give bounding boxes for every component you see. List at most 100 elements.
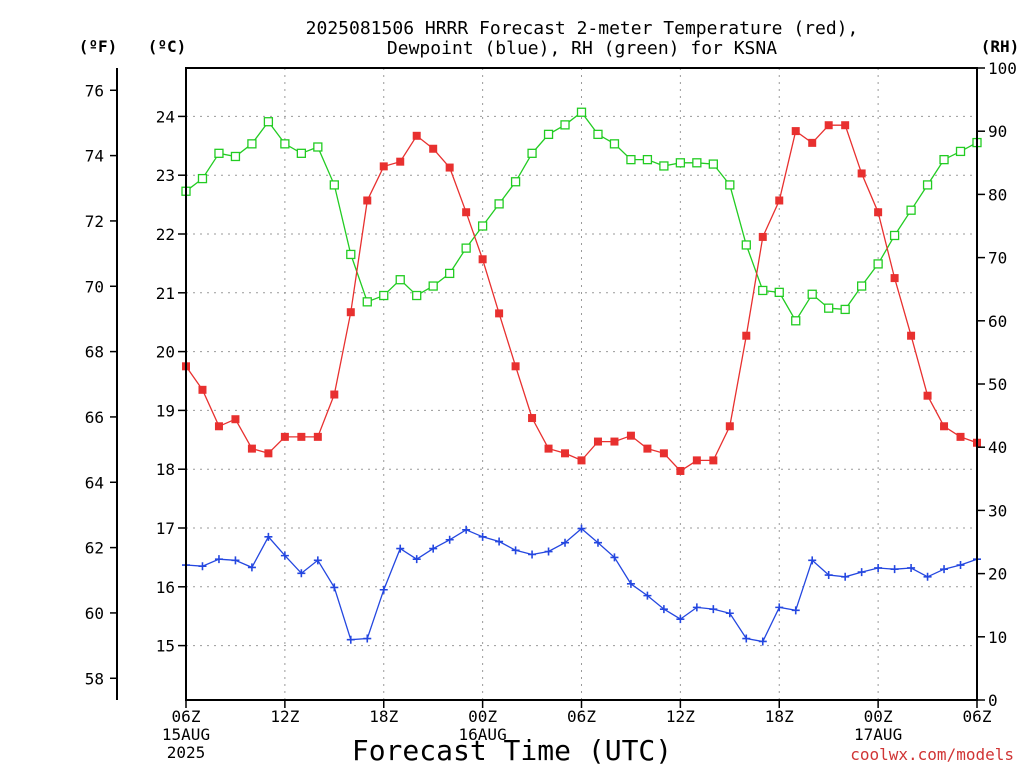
temperature-point <box>841 121 850 130</box>
dewpoint-point <box>511 546 520 555</box>
rh-point <box>725 180 735 190</box>
x-tick-label: 06Z <box>172 707 201 726</box>
rh-point <box>708 159 718 169</box>
dewpoint-point <box>610 553 619 562</box>
rh-point <box>939 154 949 165</box>
temperature-point <box>478 255 487 264</box>
temperature-point <box>890 274 899 283</box>
rh-point <box>856 281 867 291</box>
rh-tick-label: 0 <box>988 691 998 710</box>
rh-point <box>741 240 751 250</box>
x-tick-label: 18Z <box>369 707 398 726</box>
temperature-series <box>182 121 981 475</box>
temperature-point <box>379 162 388 171</box>
dewpoint-point <box>495 537 504 546</box>
temperature-point <box>610 437 619 446</box>
rh-point <box>642 154 653 165</box>
rh-point <box>395 275 405 285</box>
rh-point <box>197 173 208 184</box>
temperature-point <box>330 390 339 399</box>
rh-unit-label: (RH) <box>981 37 1020 56</box>
dewpoint-point <box>808 556 817 565</box>
rh-point <box>527 148 537 158</box>
dewpoint-point <box>643 591 652 600</box>
rh-tick-label: 90 <box>988 122 1007 141</box>
temperature-point <box>264 449 273 458</box>
fahrenheit-tick-label: 68 <box>85 343 104 362</box>
dewpoint-point <box>363 634 372 643</box>
temperature-point <box>907 331 916 340</box>
dewpoint-point <box>198 562 207 571</box>
celsius-tick-label: 20 <box>156 343 175 362</box>
dewpoint-point <box>247 563 256 572</box>
fahrenheit-tick-label: 64 <box>85 473 104 492</box>
rh-point <box>889 230 900 241</box>
temperature-point <box>297 432 306 441</box>
temperature-point <box>692 456 701 465</box>
temperature-point <box>808 138 817 147</box>
temperature-point <box>561 449 570 458</box>
dewpoint-point <box>346 635 355 644</box>
x-axis-title: Forecast Time (UTC) <box>352 734 672 767</box>
dewpoint-point <box>280 551 289 560</box>
temperature-point <box>462 208 471 217</box>
temperature-point <box>247 444 256 453</box>
rh-point <box>494 199 504 209</box>
dewpoint-point <box>940 565 949 574</box>
rh-point <box>840 304 850 315</box>
temperature-point <box>346 308 355 317</box>
fahrenheit-tick-label: 70 <box>85 277 104 296</box>
temperature-point <box>313 432 322 441</box>
dewpoint-point <box>742 634 751 643</box>
dewpoint-point <box>874 563 883 572</box>
rh-point <box>296 148 307 158</box>
celsius-tick-label: 19 <box>156 401 175 420</box>
temperature-point <box>643 444 652 453</box>
rh-point <box>477 221 488 231</box>
rh-point <box>576 107 587 117</box>
dewpoint-point <box>725 609 734 618</box>
temperature-point <box>725 422 734 431</box>
rh-tick-label: 80 <box>988 185 1007 204</box>
rh-point <box>428 281 438 291</box>
fahrenheit-tick-label: 66 <box>85 408 104 427</box>
rh-point <box>510 177 521 187</box>
temperature-point <box>363 196 372 205</box>
x-tick-label: 18Z <box>765 707 794 726</box>
temperature-point <box>709 456 718 465</box>
grid <box>186 68 977 700</box>
fahrenheit-tick-label: 58 <box>85 669 104 688</box>
dewpoint-point <box>577 524 586 533</box>
rh-tick-label: 10 <box>988 628 1007 647</box>
rh-point <box>626 154 636 165</box>
dewpoint-point <box>907 563 916 572</box>
dewpoint-point <box>956 561 965 570</box>
fahrenheit-tick-label: 74 <box>85 147 104 166</box>
rh-point <box>230 151 241 162</box>
temperature-point <box>429 144 438 153</box>
temperature-point <box>577 456 586 465</box>
rh-point <box>774 287 784 298</box>
temperature-point <box>742 331 751 340</box>
temperature-point <box>956 432 965 441</box>
chart-title-line-2: Dewpoint (blue), RH (green) for KSNA <box>387 38 777 59</box>
temperature-point <box>758 232 767 241</box>
celsius-tick-label: 18 <box>156 460 175 479</box>
x-tick-label: 06Z <box>963 707 992 726</box>
rh-point <box>461 243 471 253</box>
dewpoint-point <box>313 556 322 565</box>
celsius-tick-label: 17 <box>156 519 175 538</box>
temperature-point <box>198 385 207 394</box>
dewpoint-point <box>676 615 685 624</box>
dewpoint-point <box>264 532 273 541</box>
rh-point <box>313 142 323 152</box>
rh-point <box>955 146 966 157</box>
dewpoint-point <box>791 606 800 615</box>
dewpoint-point <box>758 637 767 646</box>
rh-point <box>445 268 455 279</box>
dewpoint-series <box>182 524 981 646</box>
temperature-point <box>824 121 833 130</box>
rh-point <box>791 316 801 326</box>
